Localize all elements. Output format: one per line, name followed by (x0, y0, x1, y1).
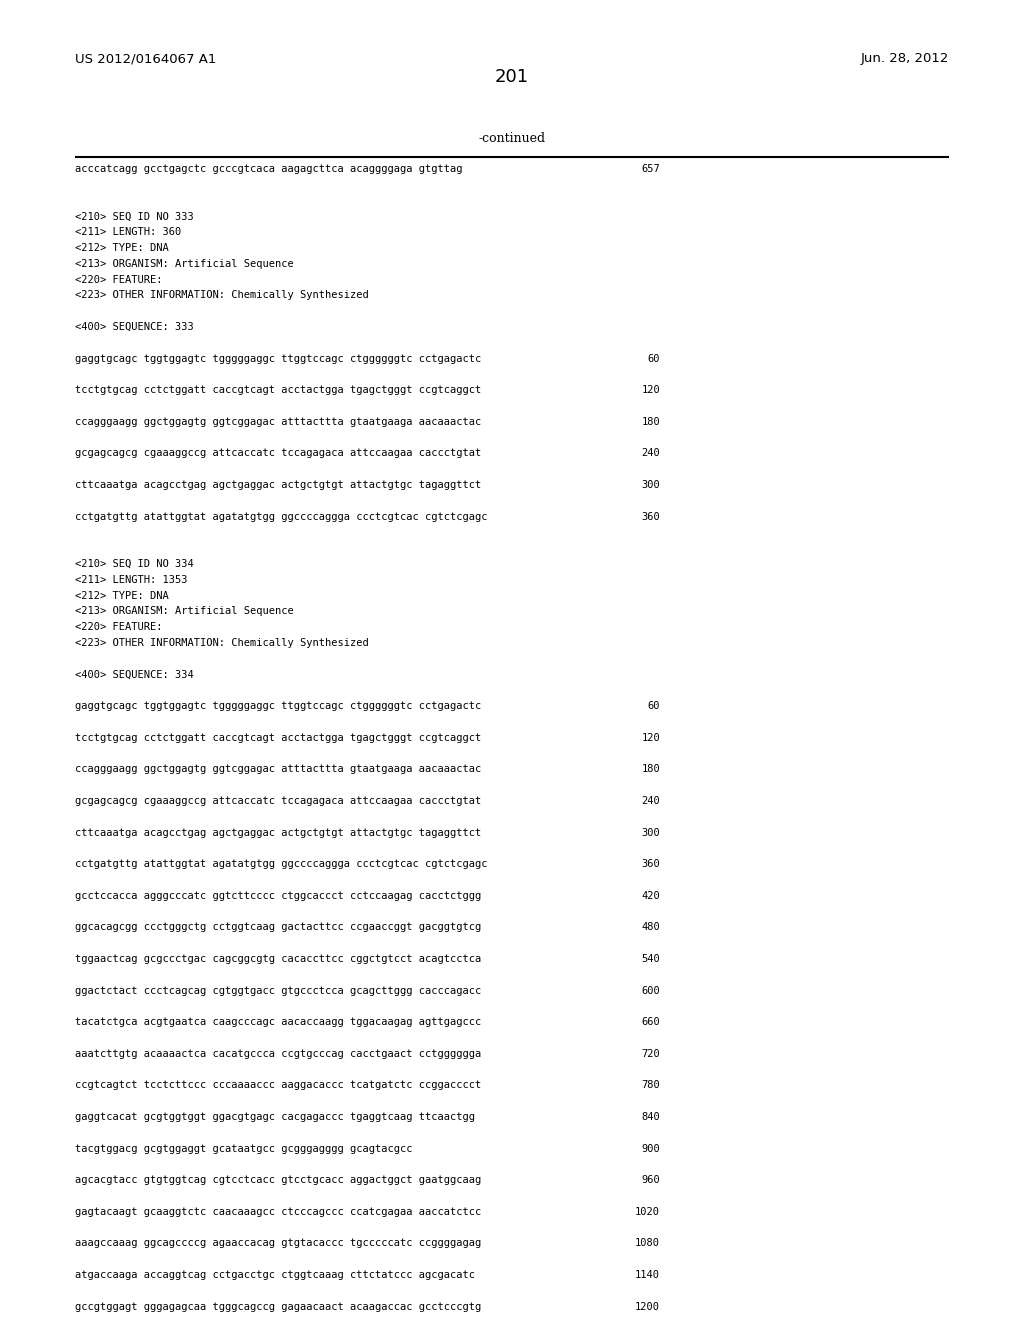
Text: <211> LENGTH: 1353: <211> LENGTH: 1353 (75, 574, 187, 585)
Text: gcgagcagcg cgaaaggccg attcaccatc tccagagaca attccaagaa caccctgtat: gcgagcagcg cgaaaggccg attcaccatc tccagag… (75, 449, 481, 458)
Text: <400> SEQUENCE: 333: <400> SEQUENCE: 333 (75, 322, 194, 333)
Text: tggaactcag gcgccctgac cagcggcgtg cacaccttcc cggctgtcct acagtcctca: tggaactcag gcgccctgac cagcggcgtg cacacct… (75, 954, 481, 964)
Text: 201: 201 (495, 69, 529, 86)
Text: 300: 300 (641, 828, 660, 838)
Text: ggcacagcgg ccctgggctg cctggtcaag gactacttcc ccgaaccggt gacggtgtcg: ggcacagcgg ccctgggctg cctggtcaag gactact… (75, 923, 481, 932)
Text: 720: 720 (641, 1049, 660, 1059)
Text: 540: 540 (641, 954, 660, 964)
Text: 960: 960 (641, 1175, 660, 1185)
Text: 360: 360 (641, 512, 660, 521)
Text: agcacgtacc gtgtggtcag cgtcctcacc gtcctgcacc aggactggct gaatggcaag: agcacgtacc gtgtggtcag cgtcctcacc gtcctgc… (75, 1175, 481, 1185)
Text: tcctgtgcag cctctggatt caccgtcagt acctactgga tgagctgggt ccgtcaggct: tcctgtgcag cctctggatt caccgtcagt acctact… (75, 733, 481, 743)
Text: <220> FEATURE:: <220> FEATURE: (75, 275, 163, 285)
Text: gaggtgcagc tggtggagtc tgggggaggc ttggtccagc ctggggggtc cctgagactc: gaggtgcagc tggtggagtc tgggggaggc ttggtcc… (75, 354, 481, 363)
Text: 120: 120 (641, 733, 660, 743)
Text: gagtacaagt gcaaggtctc caacaaagcc ctcccagccc ccatcgagaa aaccatctcc: gagtacaagt gcaaggtctc caacaaagcc ctcccag… (75, 1206, 481, 1217)
Text: <213> ORGANISM: Artificial Sequence: <213> ORGANISM: Artificial Sequence (75, 606, 294, 616)
Text: cttcaaatga acagcctgag agctgaggac actgctgtgt attactgtgc tagaggttct: cttcaaatga acagcctgag agctgaggac actgctg… (75, 828, 481, 838)
Text: 120: 120 (641, 385, 660, 395)
Text: 780: 780 (641, 1080, 660, 1090)
Text: 60: 60 (647, 701, 660, 711)
Text: <210> SEQ ID NO 334: <210> SEQ ID NO 334 (75, 558, 194, 569)
Text: tcctgtgcag cctctggatt caccgtcagt acctactgga tgagctgggt ccgtcaggct: tcctgtgcag cctctggatt caccgtcagt acctact… (75, 385, 481, 395)
Text: 600: 600 (641, 986, 660, 995)
Text: 420: 420 (641, 891, 660, 900)
Text: <212> TYPE: DNA: <212> TYPE: DNA (75, 590, 169, 601)
Text: <212> TYPE: DNA: <212> TYPE: DNA (75, 243, 169, 253)
Text: 1020: 1020 (635, 1206, 660, 1217)
Text: 360: 360 (641, 859, 660, 869)
Text: aaatcttgtg acaaaactca cacatgccca ccgtgcccag cacctgaact cctgggggga: aaatcttgtg acaaaactca cacatgccca ccgtgcc… (75, 1049, 481, 1059)
Text: gcctccacca agggcccatc ggtcttcccc ctggcaccct cctccaagag cacctctggg: gcctccacca agggcccatc ggtcttcccc ctggcac… (75, 891, 481, 900)
Text: US 2012/0164067 A1: US 2012/0164067 A1 (75, 51, 216, 65)
Text: ccgtcagtct tcctcttccc cccaaaaccc aaggacaccc tcatgatctc ccggacccct: ccgtcagtct tcctcttccc cccaaaaccc aaggaca… (75, 1080, 481, 1090)
Text: 300: 300 (641, 480, 660, 490)
Text: ggactctact ccctcagcag cgtggtgacc gtgccctcca gcagcttggg cacccagacc: ggactctact ccctcagcag cgtggtgacc gtgccct… (75, 986, 481, 995)
Text: <211> LENGTH: 360: <211> LENGTH: 360 (75, 227, 181, 238)
Text: aaagccaaag ggcagccccg agaaccacag gtgtacaccс tgcccccatc ccggggagag: aaagccaaag ggcagccccg agaaccacag gtgtaca… (75, 1238, 481, 1249)
Text: 660: 660 (641, 1018, 660, 1027)
Text: 840: 840 (641, 1111, 660, 1122)
Text: 900: 900 (641, 1143, 660, 1154)
Text: <213> ORGANISM: Artificial Sequence: <213> ORGANISM: Artificial Sequence (75, 259, 294, 269)
Text: Jun. 28, 2012: Jun. 28, 2012 (860, 51, 949, 65)
Text: gaggtgcagc tggtggagtc tgggggaggc ttggtccagc ctggggggtc cctgagactc: gaggtgcagc tggtggagtc tgggggaggc ttggtcc… (75, 701, 481, 711)
Text: 480: 480 (641, 923, 660, 932)
Text: 657: 657 (641, 164, 660, 174)
Text: 60: 60 (647, 354, 660, 363)
Text: ccagggaagg ggctggagtg ggtcggagac atttacttta gtaatgaaga aacaaactac: ccagggaagg ggctggagtg ggtcggagac atttact… (75, 764, 481, 775)
Text: cttcaaatga acagcctgag agctgaggac actgctgtgt attactgtgc tagaggttct: cttcaaatga acagcctgag agctgaggac actgctg… (75, 480, 481, 490)
Text: <223> OTHER INFORMATION: Chemically Synthesized: <223> OTHER INFORMATION: Chemically Synt… (75, 638, 369, 648)
Text: 1200: 1200 (635, 1302, 660, 1312)
Text: <223> OTHER INFORMATION: Chemically Synthesized: <223> OTHER INFORMATION: Chemically Synt… (75, 290, 369, 301)
Text: acccatcagg gcctgagctc gcccgtcaca aagagcttca acaggggaga gtgttag: acccatcagg gcctgagctc gcccgtcaca aagagct… (75, 164, 463, 174)
Text: 1080: 1080 (635, 1238, 660, 1249)
Text: 240: 240 (641, 796, 660, 807)
Text: cctgatgttg atattggtat agatatgtgg ggccccaggga ccctcgtcac cgtctcgagc: cctgatgttg atattggtat agatatgtgg ggcccca… (75, 512, 487, 521)
Text: atgaccaaga accaggtcag cctgacctgc ctggtcaaag cttctatccc agcgacatc: atgaccaaga accaggtcag cctgacctgc ctggtca… (75, 1270, 475, 1280)
Text: 240: 240 (641, 449, 660, 458)
Text: cctgatgttg atattggtat agatatgtgg ggccccaggga ccctcgtcac cgtctcgagc: cctgatgttg atattggtat agatatgtgg ggcccca… (75, 859, 487, 869)
Text: tacatctgca acgtgaatca caagcccagc aacaccaagg tggacaagag agttgagccc: tacatctgca acgtgaatca caagcccagc aacacca… (75, 1018, 481, 1027)
Text: 1140: 1140 (635, 1270, 660, 1280)
Text: <400> SEQUENCE: 334: <400> SEQUENCE: 334 (75, 669, 194, 680)
Text: gccgtggagt gggagagcaa tgggcagccg gagaacaact acaagaccac gcctcccgtg: gccgtggagt gggagagcaa tgggcagccg gagaaca… (75, 1302, 481, 1312)
Text: gcgagcagcg cgaaaggccg attcaccatc tccagagaca attccaagaa caccctgtat: gcgagcagcg cgaaaggccg attcaccatc tccagag… (75, 796, 481, 807)
Text: <220> FEATURE:: <220> FEATURE: (75, 622, 163, 632)
Text: <210> SEQ ID NO 333: <210> SEQ ID NO 333 (75, 211, 194, 222)
Text: -continued: -continued (478, 132, 546, 145)
Text: tacgtggacg gcgtggaggt gcataatgcc gcgggagggg gcagtacgcc: tacgtggacg gcgtggaggt gcataatgcc gcgggag… (75, 1143, 413, 1154)
Text: 180: 180 (641, 417, 660, 426)
Text: gaggtcacat gcgtggtggt ggacgtgagc cacgagaccc tgaggtcaag ttcaactgg: gaggtcacat gcgtggtggt ggacgtgagc cacgaga… (75, 1111, 475, 1122)
Text: 180: 180 (641, 764, 660, 775)
Text: ccagggaagg ggctggagtg ggtcggagac atttacttta gtaatgaaga aacaaactac: ccagggaagg ggctggagtg ggtcggagac atttact… (75, 417, 481, 426)
